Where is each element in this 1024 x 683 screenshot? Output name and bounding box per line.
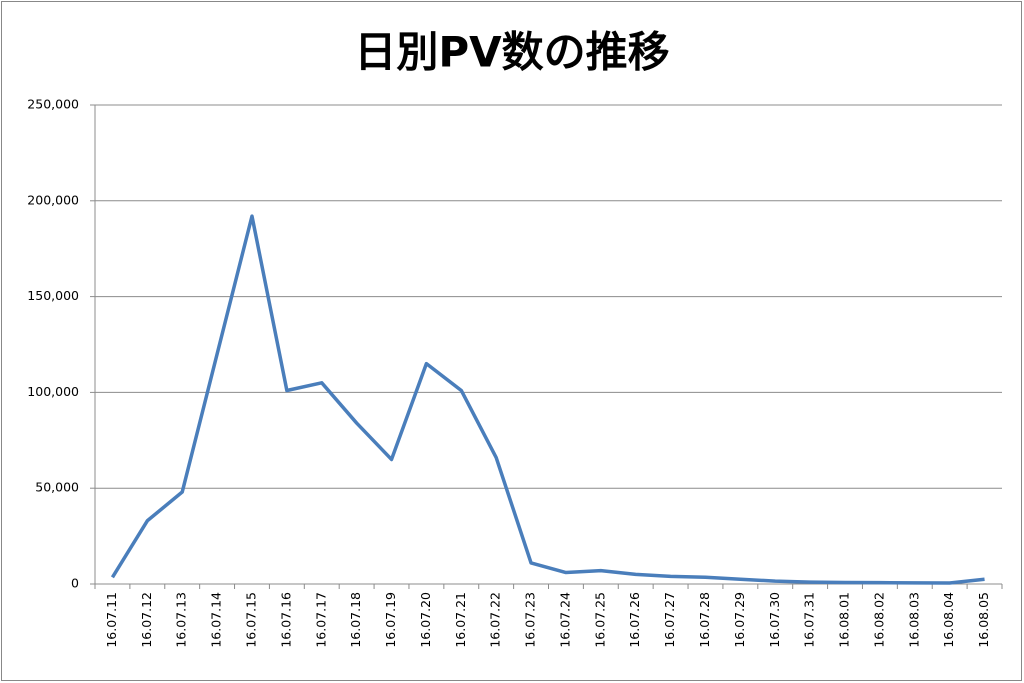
y-tick-label: 50,000 xyxy=(35,480,79,495)
y-tick-label: 250,000 xyxy=(27,97,79,112)
x-tick-label: 16.07.31 xyxy=(802,592,817,648)
x-tick-label: 16.07.27 xyxy=(662,592,677,648)
x-tick-label: 16.08.03 xyxy=(906,592,921,648)
x-tick-label: 16.07.16 xyxy=(278,592,293,648)
x-tick-label: 16.07.18 xyxy=(348,592,363,648)
x-tick-label: 16.08.02 xyxy=(871,592,886,648)
x-tick-label: 16.07.30 xyxy=(767,592,782,648)
x-tick-label: 16.07.11 xyxy=(104,592,119,648)
y-tick-label: 100,000 xyxy=(27,384,79,399)
x-tick-label: 16.08.04 xyxy=(941,592,956,648)
chart-title: 日別PV数の推移 xyxy=(354,28,669,77)
y-tick-label: 200,000 xyxy=(27,192,79,207)
data-line xyxy=(110,214,985,585)
x-tick-label: 16.07.23 xyxy=(523,592,538,648)
x-tick-label: 16.07.20 xyxy=(418,592,433,648)
x-tick-label: 16.07.25 xyxy=(592,592,607,648)
x-tick-label: 16.07.24 xyxy=(557,592,572,648)
x-tick-label: 16.07.26 xyxy=(627,592,642,648)
x-tick-label: 16.07.15 xyxy=(243,592,258,648)
x-tick-label: 16.07.14 xyxy=(209,592,224,648)
x-tick-label: 16.07.12 xyxy=(139,592,154,648)
x-tick-label: 16.07.21 xyxy=(453,592,468,648)
x-tick-label: 16.07.17 xyxy=(313,592,328,648)
x-tick-label: 16.07.13 xyxy=(174,592,189,648)
x-tick-label: 16.07.22 xyxy=(488,592,503,648)
x-tick-label: 16.07.28 xyxy=(697,592,712,648)
x-tick-label: 16.08.01 xyxy=(837,592,852,648)
x-tick-label: 16.07.19 xyxy=(383,592,398,648)
x-tick-label: 16.08.05 xyxy=(976,592,991,648)
y-tick-label: 0 xyxy=(71,576,79,591)
y-tick-label: 150,000 xyxy=(27,288,79,303)
x-tick-label: 16.07.29 xyxy=(732,592,747,648)
